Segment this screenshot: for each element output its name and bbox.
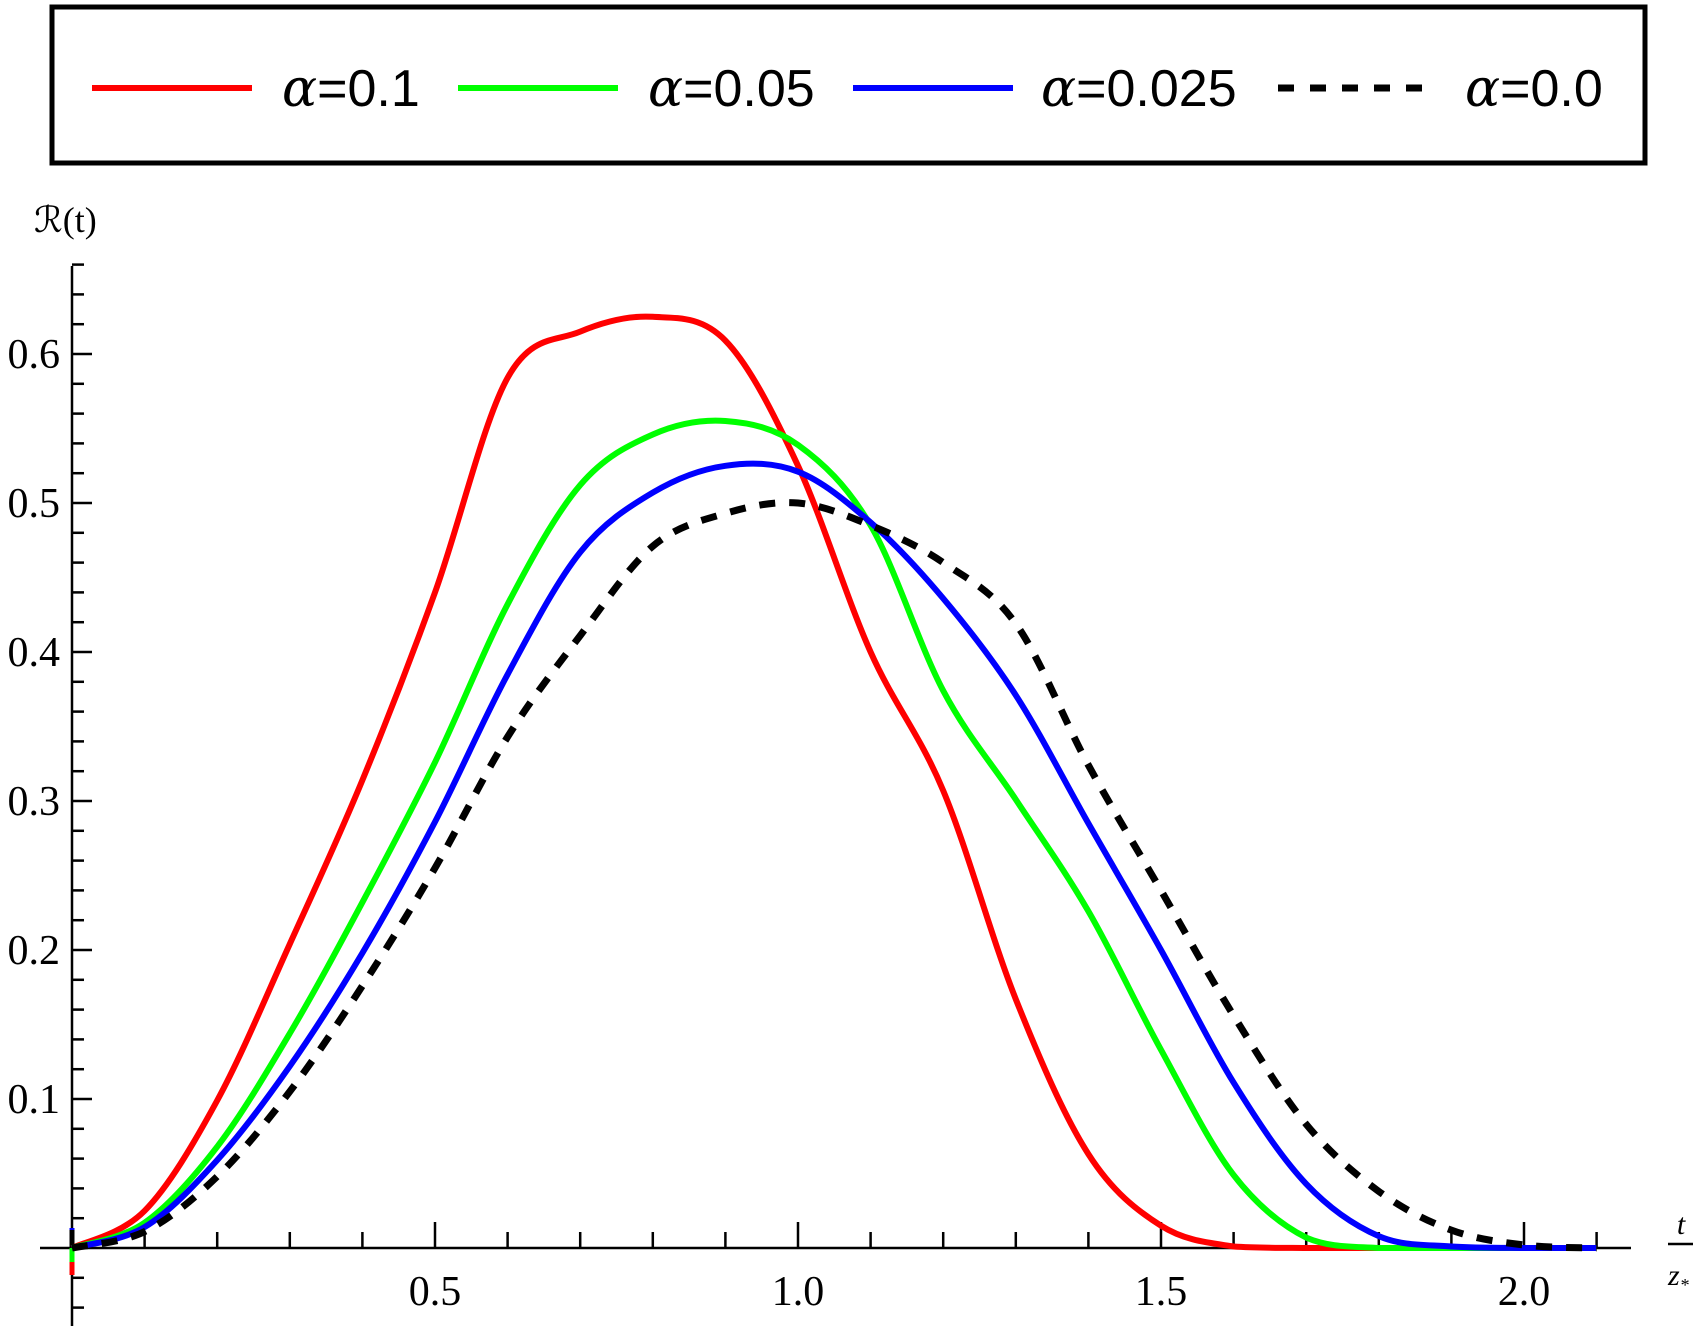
legend-symbol: α: [1465, 59, 1500, 119]
legend-label: =0.025: [1076, 60, 1237, 118]
y-tick-label: 0.6: [8, 332, 61, 378]
x-axis-label-denominator: z*: [1667, 1259, 1689, 1295]
legend-symbol: α: [648, 59, 683, 119]
x-tick-label: 2.0: [1498, 1269, 1551, 1315]
y-ticks: [72, 263, 92, 1309]
legend-item-alpha-0.1: α=0.1: [92, 59, 420, 119]
y-tick-label: 0.1: [8, 1077, 61, 1123]
legend-label: =0.1: [317, 60, 420, 118]
y-tick-label: 0.4: [8, 630, 61, 676]
legend-label: =0.0: [1500, 60, 1603, 118]
svg-text:α=0.025: α=0.025: [1041, 59, 1237, 119]
y-tick-label: 0.3: [8, 779, 61, 825]
legend-item-alpha-0.05: α=0.05: [458, 59, 815, 119]
y-tick-label: 0.2: [8, 928, 61, 974]
series-alpha-0.1-line: [70, 313, 1597, 1251]
svg-text:α=0.0: α=0.0: [1465, 59, 1603, 119]
x-tick-label: 1.5: [1135, 1269, 1188, 1315]
x-axis-label: t z*: [1667, 1208, 1693, 1295]
y-axis-label: ℛ(t): [34, 200, 97, 240]
legend-label: =0.05: [683, 60, 815, 118]
legend-item-alpha-0.025: α=0.025: [853, 59, 1237, 119]
legend: α=0.1 α=0.05 α=0.025 α=0.0: [49, 4, 1648, 166]
legend-symbol: α: [282, 59, 317, 119]
legend-item-alpha-0.0: α=0.0: [1278, 59, 1603, 119]
series-alpha-0.0-line: [71, 499, 1597, 1252]
series-alpha-0.05-line: [71, 417, 1597, 1251]
x-axis-label-numerator: t: [1677, 1208, 1686, 1241]
x-tick-labels: 0.5 1.0 1.5 2.0: [409, 1269, 1551, 1315]
series-alpha-0.025-line: [71, 460, 1597, 1251]
svg-text:α=0.1: α=0.1: [282, 59, 420, 119]
axes: 0.5 1.0 1.5 2.0 0.1 0.2 0.3 0.4 0.5 0.6 …: [8, 200, 1693, 1326]
legend-symbol: α: [1041, 59, 1076, 119]
plot-area: [69, 313, 1597, 1275]
svg-text:α=0.05: α=0.05: [648, 59, 815, 119]
x-tick-label: 1.0: [772, 1269, 825, 1315]
y-tick-label: 0.5: [8, 481, 61, 527]
x-tick-label: 0.5: [409, 1269, 462, 1315]
y-tick-labels: 0.1 0.2 0.3 0.4 0.5 0.6: [8, 332, 61, 1123]
